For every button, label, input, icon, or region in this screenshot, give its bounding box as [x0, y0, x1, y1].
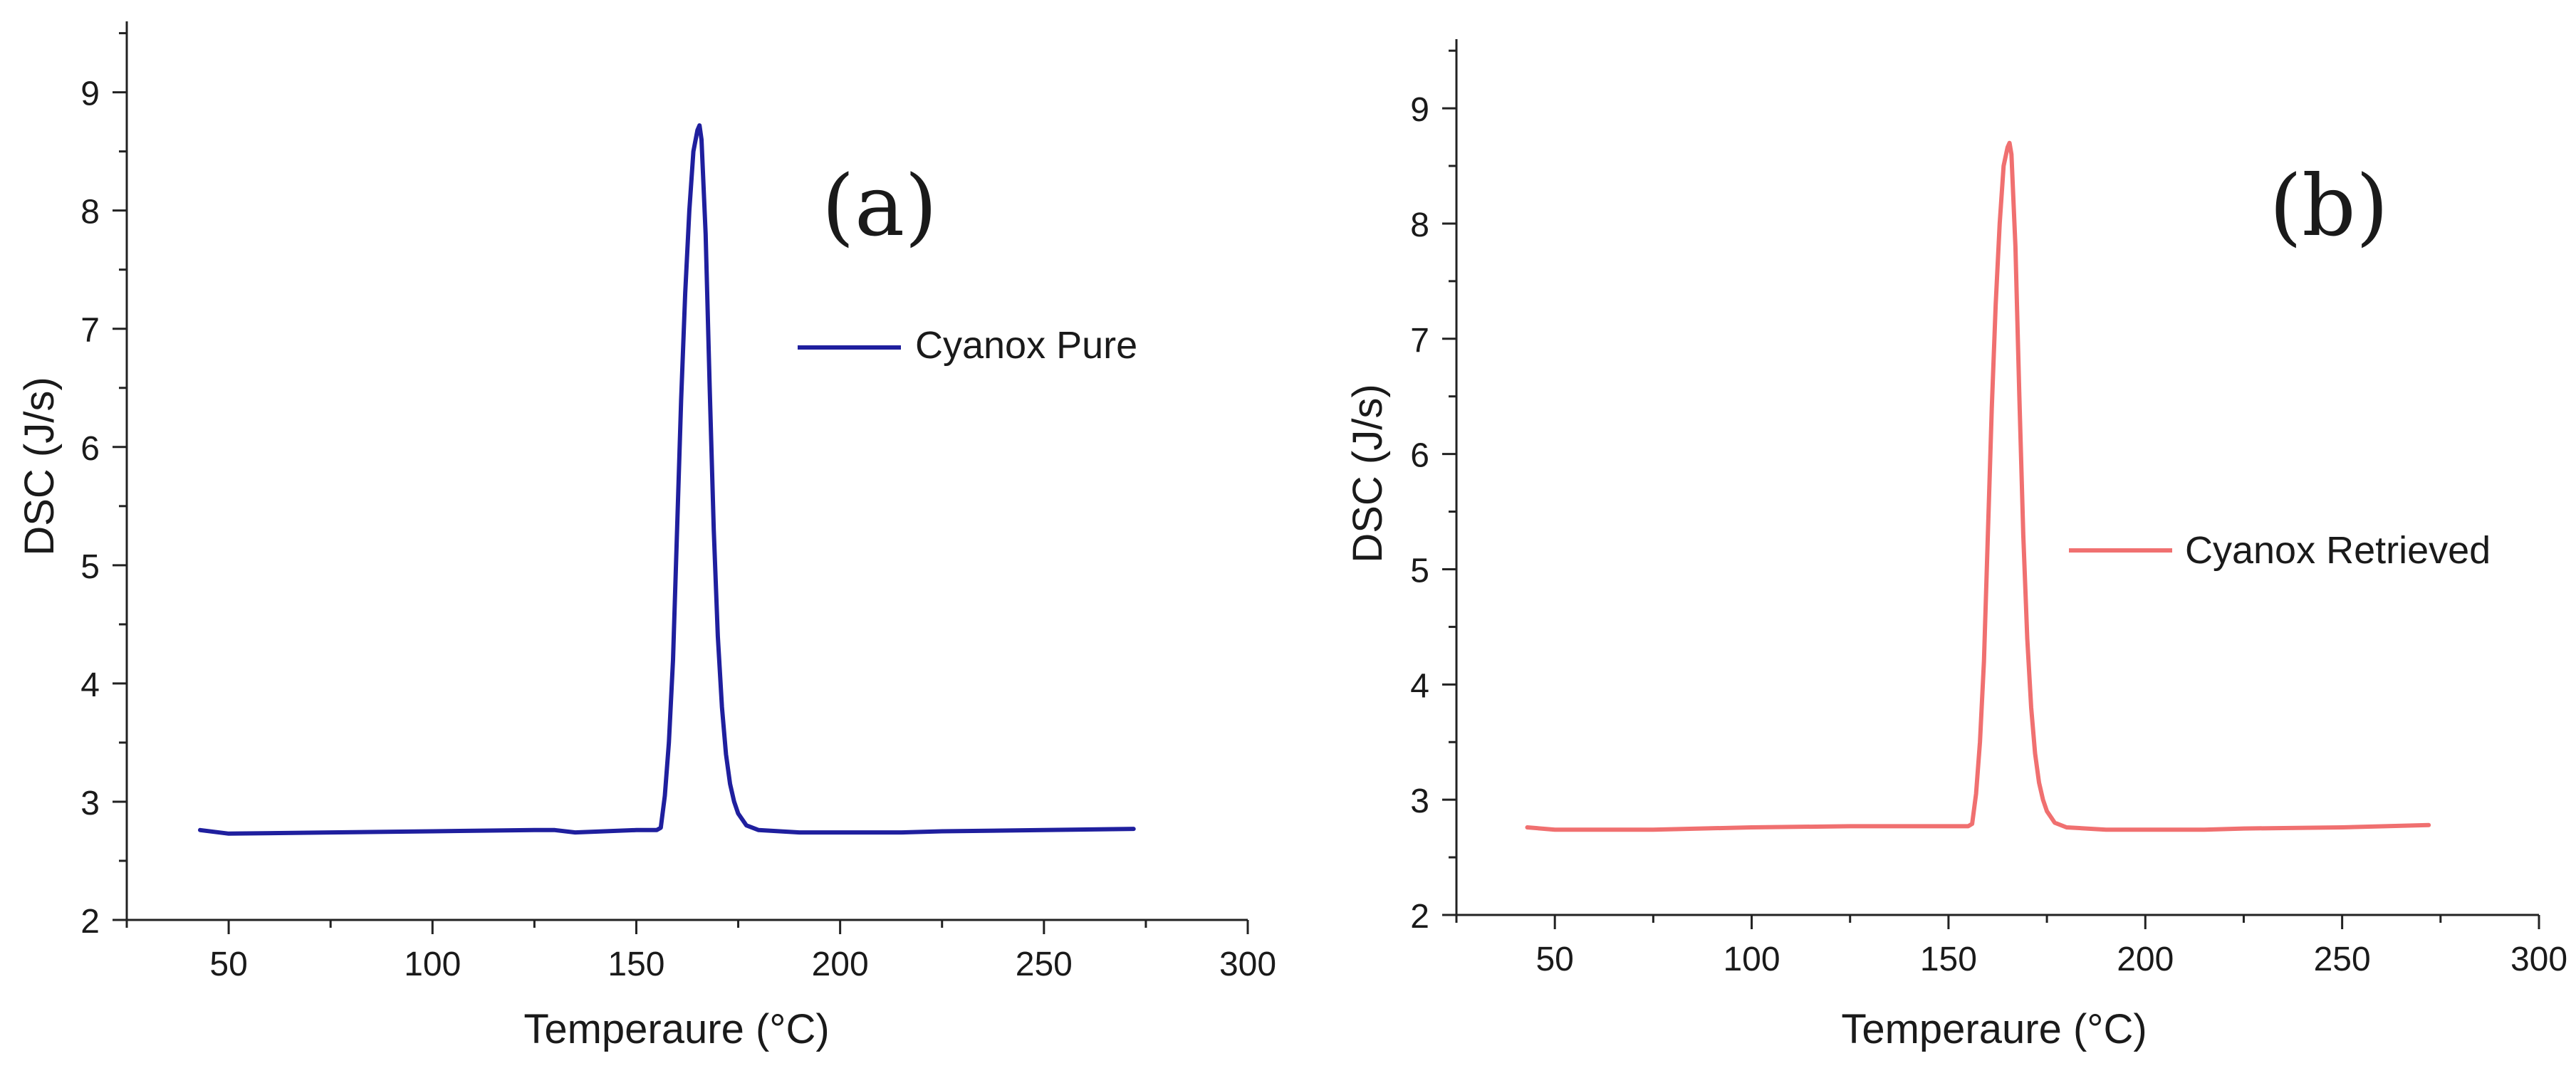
y-tick-label: 2 — [1410, 898, 1429, 936]
x-tick-label: 300 — [2510, 941, 2567, 978]
y-tick-label: 8 — [80, 194, 100, 231]
x-tick-label: 250 — [2314, 941, 2371, 978]
x-tick-label: 50 — [1535, 941, 1573, 978]
y-tick-label: 6 — [1410, 437, 1429, 475]
x-axis-label-b: Temperaure (°C) — [1841, 1006, 2147, 1052]
y-axis-label-b: DSC (J/s) — [1345, 384, 1391, 562]
y-tick-label: 9 — [1410, 91, 1429, 129]
x-tick-label: 300 — [1219, 946, 1276, 983]
y-tick-label: 3 — [80, 785, 100, 822]
y-tick-label: 4 — [1410, 667, 1429, 705]
y-tick-label: 2 — [80, 903, 100, 941]
axes-frame-a — [125, 21, 1248, 921]
x-tick-label: 200 — [2117, 941, 2174, 978]
x-tick-label: 50 — [209, 946, 247, 983]
y-tick-label: 7 — [80, 312, 100, 350]
y-tick-label: 7 — [1410, 322, 1429, 360]
panel-label-a: (a) — [822, 157, 937, 255]
chart-panel-b: 2 3 4 5 6 7 8 9 50 100 150 200 250 300 (b) Cyanox Re… — [1345, 39, 2567, 1052]
legend-label-b: Cyanox Retrieved — [2185, 529, 2491, 572]
y-tick-label: 3 — [1410, 783, 1429, 820]
x-tick-label: 100 — [1723, 941, 1780, 978]
x-tick-label: 100 — [404, 946, 461, 983]
x-ticks-b: 50 100 150 200 250 300 — [1455, 915, 2567, 978]
x-tick-label: 150 — [1920, 941, 1977, 978]
x-tick-label: 200 — [812, 946, 869, 983]
y-tick-label: 4 — [80, 666, 100, 704]
series-line-a-0 — [198, 123, 1136, 836]
legend-label-a: Cyanox Pure — [915, 324, 1137, 367]
plot-area-a — [198, 123, 1136, 836]
x-tick-label: 250 — [1016, 946, 1073, 983]
x-ticks-a: 50 100 150 200 250 300 — [125, 920, 1276, 983]
x-axis-label-a: Temperaure (°C) — [523, 1006, 829, 1052]
y-tick-label: 6 — [80, 430, 100, 468]
panel-label-b: (b) — [2269, 157, 2389, 255]
y-axis-label-a: DSC (J/s) — [16, 377, 63, 555]
y-tick-label: 9 — [80, 75, 100, 113]
plot-area-b — [1525, 140, 2431, 832]
axes-frame-b — [1455, 39, 2539, 916]
series-line-b-0 — [1525, 140, 2431, 832]
y-tick-label: 8 — [1410, 206, 1429, 244]
chart-panel-a: 2 3 4 5 6 7 8 9 50 100 150 200 250 300 (a) Cyanox Pu… — [16, 21, 1276, 1052]
y-ticks-b: 2 3 4 5 6 7 8 9 — [1410, 49, 1456, 936]
y-tick-label: 5 — [1410, 552, 1429, 590]
y-ticks-a: 2 3 4 5 6 7 8 9 — [80, 32, 127, 941]
x-tick-label: 150 — [608, 946, 664, 983]
y-tick-label: 5 — [80, 548, 100, 586]
